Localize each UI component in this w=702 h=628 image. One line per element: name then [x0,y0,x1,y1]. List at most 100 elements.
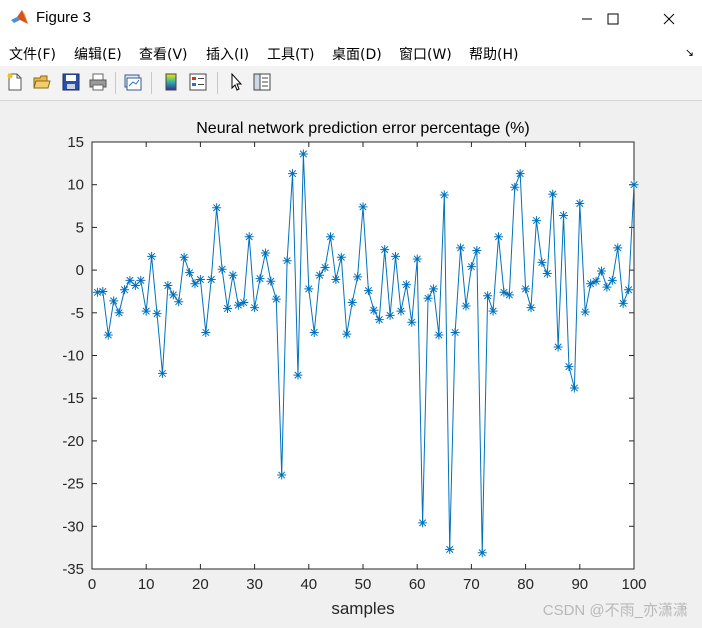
data-point [385,310,395,320]
data-point [499,287,509,297]
data-point [461,301,471,311]
data-point [363,286,373,296]
save-icon [62,73,80,91]
menu-file[interactable]: 文件(F) [9,47,56,63]
data-point [624,285,634,295]
y-tick-label: 0 [76,262,84,279]
data-point [331,274,341,284]
data-point [336,252,346,262]
data-point [223,304,232,314]
data-point [374,315,384,325]
data-point [586,279,596,289]
data-point [98,286,108,296]
close-button[interactable] [646,0,692,38]
y-tick-label: -25 [62,476,84,493]
x-tick-label: 50 [355,576,372,593]
data-point [358,202,368,212]
x-tick-label: 60 [409,576,426,593]
link-plot-icon [124,74,142,91]
data-point [293,370,303,380]
property-inspector-button[interactable] [251,71,273,93]
menu-desktop[interactable]: 桌面(D) [332,47,382,63]
y-tick-label: 15 [67,134,84,151]
insert-colorbar-button[interactable] [160,71,182,93]
data-point [537,257,547,267]
data-point [418,518,428,528]
edit-plot-button[interactable] [225,71,247,93]
minimize-button[interactable] [564,0,610,38]
data-point [618,298,628,308]
y-tick-label: 10 [67,177,84,194]
x-tick-label: 30 [246,576,263,593]
data-point [472,245,482,255]
data-point [92,287,102,297]
data-point [288,169,298,179]
link-plot-button[interactable] [122,71,144,93]
menu-edit[interactable]: 编辑(E) [74,47,122,63]
data-point [423,293,433,303]
open-file-button[interactable] [31,71,53,93]
data-point [504,290,514,300]
menu-help[interactable]: 帮助(H) [469,47,519,63]
x-tick-label: 0 [88,576,96,593]
menu-tools[interactable]: 工具(T) [267,47,315,63]
data-point [450,327,460,337]
data-point [531,216,541,226]
data-point [559,210,569,220]
data-point [401,280,411,290]
data-point [233,300,243,310]
print-icon [89,73,107,91]
x-tick-label: 20 [192,576,209,593]
data-point [179,252,189,262]
y-tick-label: -10 [62,348,84,365]
print-button[interactable] [87,71,109,93]
data-point [174,297,184,307]
menu-window[interactable]: 窗口(W) [399,47,452,63]
data-point [515,169,525,179]
menu-view[interactable]: 查看(V) [139,47,188,63]
plot-svg[interactable]: 0 10 20 30 40 50 60 70 80 90 100151050-5-10-15-20-… [0,101,702,628]
new-figure-button[interactable] [4,71,26,93]
data-point [391,251,401,261]
close-icon [663,13,675,25]
data-point [206,274,216,284]
data-point [157,368,167,378]
data-point [488,306,498,316]
data-point [591,276,601,286]
menu-overflow-icon[interactable]: ↘ [684,46,694,59]
data-point [580,307,590,317]
data-point [466,262,476,272]
maximize-button[interactable] [590,0,636,38]
data-point [185,268,195,278]
menu-insert[interactable]: 插入(I) [206,47,250,63]
data-point [369,305,379,315]
data-point [190,279,200,289]
data-point [613,243,623,253]
data-point [163,280,173,290]
data-point [136,275,146,285]
x-axis-label: samples [331,599,394,618]
data-point [201,327,211,337]
insert-legend-button[interactable] [187,71,209,93]
data-point [168,290,178,300]
data-point [212,203,222,213]
y-tick-label: -30 [62,518,84,535]
data-point [548,189,558,199]
data-point [244,232,254,242]
data-point [564,362,574,372]
data-point [553,342,563,352]
data-point [277,470,287,480]
toolbar [0,66,702,101]
x-tick-label: 100 [621,576,646,593]
data-point [320,263,330,273]
data-point [445,544,455,554]
data-point [483,291,493,301]
series-line [97,153,635,553]
x-tick-label: 40 [300,576,317,593]
data-point [250,303,260,313]
save-button[interactable] [60,71,82,93]
window-title: Figure 3 [36,9,92,26]
toolbar-separator [151,72,152,94]
x-tick-label: 10 [138,576,155,593]
data-point [120,285,130,295]
